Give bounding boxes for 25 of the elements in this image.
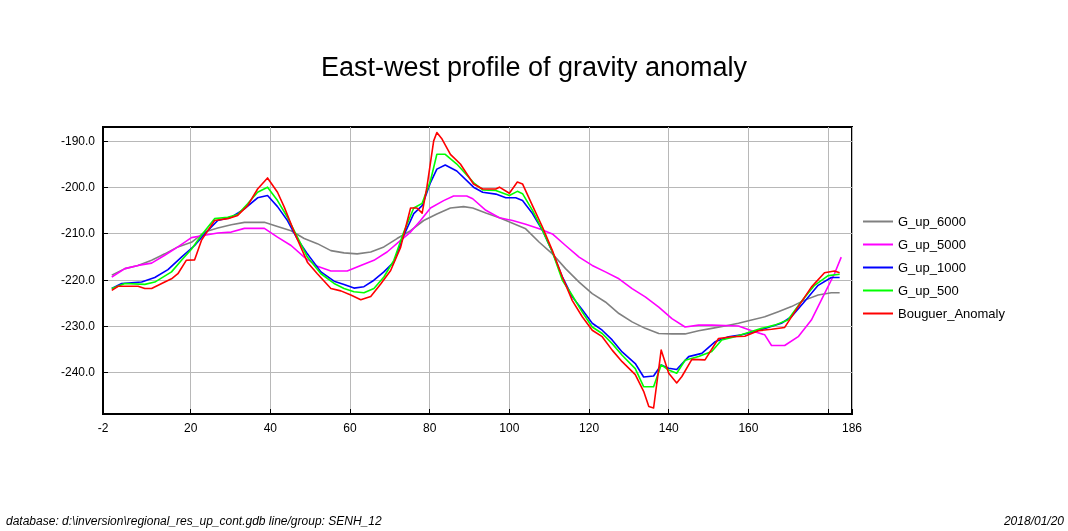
legend-label: G_up_1000 xyxy=(898,260,966,275)
y-tick-label: -230.0 xyxy=(60,319,96,334)
x-tick-label: 160 xyxy=(738,421,759,435)
x-tick-label: 60 xyxy=(343,421,357,435)
legend-label: G_up_500 xyxy=(898,283,959,298)
chart-title: East-west profile of gravity anomaly xyxy=(320,51,748,82)
y-tick-label: -240.0 xyxy=(60,365,96,380)
y-tick-label: -190.0 xyxy=(60,133,96,148)
legend-label: Bouguer_Anomaly xyxy=(898,306,1006,321)
x-tick-label: 186 xyxy=(841,421,863,435)
y-tick-label: -220.0 xyxy=(60,272,96,287)
x-tick-label: 80 xyxy=(423,421,437,435)
x-tick-label: 100 xyxy=(499,421,520,435)
legend-label: G_up_5000 xyxy=(898,237,966,252)
x-tick-label: 40 xyxy=(263,421,278,435)
legend-label: G_up_6000 xyxy=(898,214,966,229)
y-tick-label: -200.0 xyxy=(60,180,96,195)
line-series xyxy=(110,131,841,409)
text: 2018/01/20 xyxy=(1002,514,1065,528)
text: database: d:\inversion\regional_res_up_cont.gdb line/group: SENH_12 xyxy=(6,514,382,528)
x-tick-label: 140 xyxy=(658,421,680,435)
x-tick-label: 120 xyxy=(579,421,600,435)
x-tick-label: 20 xyxy=(183,421,198,435)
y-tick-label: -210.0 xyxy=(60,226,96,241)
x-tick-label: -2 xyxy=(97,421,109,435)
